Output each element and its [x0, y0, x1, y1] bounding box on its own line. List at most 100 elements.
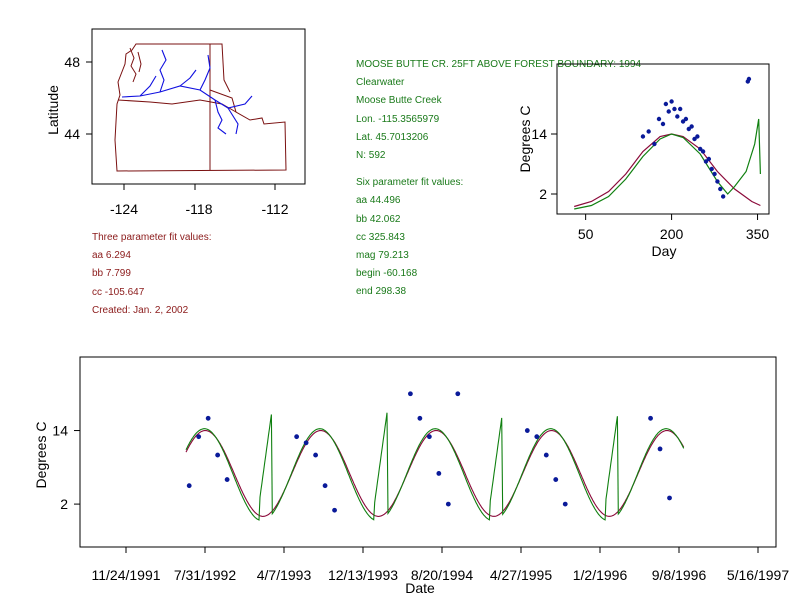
- six-param-cc: cc 325.843: [356, 231, 405, 243]
- site-region: Clearwater: [356, 77, 405, 89]
- map-frame: [91, 28, 306, 185]
- ts-xtick-label: 9/8/1996: [652, 567, 707, 583]
- doy-ticks: 50 200 350 2 14: [531, 126, 769, 242]
- three-param-heading: Three parameter fit values:: [92, 232, 212, 243]
- map-xtick-124: -124: [110, 201, 138, 217]
- doy-point: [746, 76, 752, 82]
- doy-point: [669, 99, 674, 104]
- ts-point: [224, 477, 230, 482]
- doy-ytick-label: 2: [539, 186, 547, 202]
- six-param-heading: Six parameter fit values:: [356, 177, 464, 189]
- doy-point: [646, 129, 651, 134]
- ts-xtick-label: 4/7/1993: [257, 567, 312, 583]
- doy-point: [683, 116, 689, 122]
- ts-ticks: 11/24/1991 7/31/1992 4/7/1993 12/13/1993 8/2…: [52, 423, 789, 583]
- ts-point: [445, 501, 451, 507]
- doy-plot: [574, 76, 761, 210]
- doy-xtick-label: 200: [660, 226, 684, 242]
- doy-point: [677, 106, 683, 112]
- doy-point: [695, 134, 700, 139]
- doy-point: [720, 194, 726, 199]
- ts-point: [648, 415, 653, 421]
- ts-point: [322, 483, 328, 489]
- doy-point: [640, 134, 646, 139]
- doy-point: [718, 186, 723, 192]
- ts-point: [534, 434, 540, 440]
- doy-point: [686, 126, 691, 132]
- ts-point: [553, 477, 559, 482]
- ts-point: [667, 495, 672, 501]
- ts-point: [436, 471, 442, 476]
- three-param-bb: bb 7.799: [92, 268, 131, 280]
- ts-point: [562, 501, 568, 507]
- doy-fit6-line: [574, 118, 761, 210]
- ts-point: [313, 452, 318, 458]
- doy-point: [706, 156, 712, 162]
- three-param-info: Three parameter fit values: aa 6.294 bb …: [92, 229, 212, 320]
- six-param-aa: aa 44.496: [356, 195, 401, 207]
- doy-ylabel: Degrees C: [517, 106, 533, 173]
- six-param-begin: begin -60.168: [356, 268, 418, 280]
- ts-point: [543, 452, 549, 458]
- ts-xtick-label: 8/20/1994: [411, 567, 473, 583]
- site-info: MOOSE BUTTE CR. 25FT ABOVE FOREST BOUNDA…: [356, 56, 641, 302]
- six-param-mag: mag 79.213: [356, 250, 409, 262]
- six-param-end: end 298.38: [356, 286, 407, 298]
- day-of-year-chart: Degrees C Day 50 200 350 2 14: [517, 63, 770, 259]
- six-param-bb: bb 42.062: [356, 213, 401, 225]
- doy-point: [700, 149, 706, 154]
- doy-point: [712, 171, 717, 177]
- doy-ytick-label: 14: [531, 126, 547, 142]
- doy-point: [689, 124, 694, 129]
- ts-point: [332, 507, 337, 513]
- ts-point: [294, 434, 300, 440]
- doy-point: [698, 146, 703, 152]
- ts-xtick-label: 12/13/1993: [328, 567, 398, 583]
- site-lat: Lat. 45.7013206: [356, 131, 429, 143]
- doy-point: [692, 136, 697, 142]
- ts-point: [657, 446, 663, 452]
- map-ytick-44: 44: [64, 126, 80, 142]
- map-xtick-118: -118: [186, 201, 213, 217]
- rivers: [121, 49, 253, 135]
- ts-ytick-label: 14: [52, 423, 68, 439]
- ts-ylabel: Degrees C: [33, 422, 49, 489]
- map-ylabel: Latitude: [45, 85, 61, 135]
- site-stream: Moose Butte Creek: [356, 95, 442, 107]
- ts-point: [303, 440, 309, 446]
- doy-point: [715, 179, 720, 184]
- doy-point: [652, 141, 657, 147]
- ts-point: [455, 391, 461, 397]
- site-title: MOOSE BUTTE CR. 25FT ABOVE FOREST BOUNDA…: [356, 59, 642, 70]
- map-panel: 48 44 -124 -118 -112 Latitude: [45, 28, 306, 217]
- ts-ytick-label: 2: [60, 496, 68, 512]
- ts-plot: [185, 391, 685, 521]
- doy-point: [703, 159, 709, 164]
- ts-point: [408, 391, 413, 397]
- ts-xtick-label: 7/31/1992: [174, 567, 236, 583]
- three-param-aa: aa 6.294: [92, 250, 131, 262]
- doy-point: [709, 166, 714, 172]
- ts-xtick-label: 4/27/1995: [490, 567, 552, 583]
- doy-point: [675, 114, 680, 119]
- ts-point: [524, 428, 530, 433]
- doy-point: [666, 109, 671, 114]
- three-param-cc: cc -105.647: [92, 286, 145, 298]
- map-y-ticks: 48 44: [64, 54, 92, 142]
- doy-xlabel: Day: [652, 243, 677, 259]
- ts-xtick-label: 5/16/1997: [727, 567, 789, 583]
- ts-point: [205, 415, 211, 421]
- ts-fit6-line: [185, 412, 685, 521]
- ts-xtick-label: 1/2/1996: [573, 567, 628, 583]
- doy-point: [672, 106, 677, 112]
- ts-point: [426, 434, 432, 440]
- map-ytick-48: 48: [64, 54, 80, 70]
- doy-point: [680, 119, 686, 124]
- site-n: N: 592: [356, 150, 386, 162]
- ts-point: [417, 415, 423, 421]
- ts-point: [196, 434, 202, 440]
- map-x-ticks: -124 -118 -112: [110, 184, 289, 217]
- ts-point: [215, 452, 221, 458]
- ts-xlabel: Date: [405, 580, 435, 596]
